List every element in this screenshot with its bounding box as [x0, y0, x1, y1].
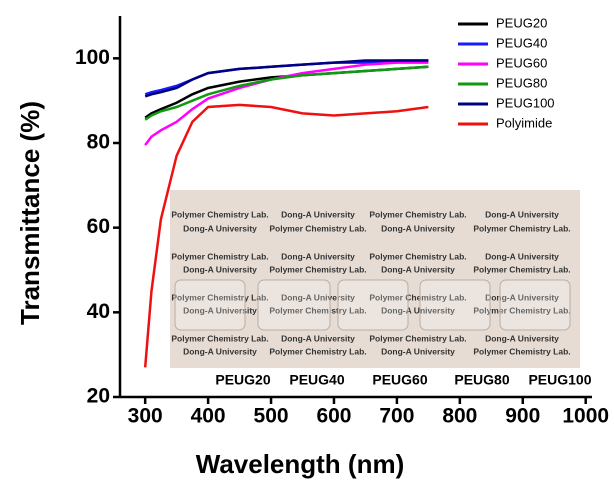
photo-text: Polymer Chemistry Lab.: [473, 346, 570, 356]
photo-text: Dong-A University: [485, 292, 559, 302]
x-tick-label: 700: [379, 405, 414, 428]
legend-label: Polyimide: [496, 115, 552, 130]
series-line: [143, 103, 429, 368]
photo-text: Polymer Chemistry Lab.: [369, 209, 466, 219]
film-label: PEUG20: [215, 372, 270, 388]
film-label: PEUG40: [289, 372, 344, 388]
photo-text: Polymer Chemistry Lab.: [369, 333, 466, 343]
photo-text: Polymer Chemistry Lab.: [269, 346, 366, 356]
film: [174, 279, 246, 331]
y-tick-label: 60: [87, 215, 110, 238]
x-tick-label: 1000: [562, 405, 609, 428]
legend-label: PEUG80: [496, 75, 547, 90]
photo-text: Polymer Chemistry Lab.: [473, 223, 570, 233]
photo-text: Polymer Chemistry Lab.: [269, 305, 366, 315]
film-label: PEUG60: [372, 372, 427, 388]
film: [337, 279, 409, 331]
film: [419, 279, 491, 331]
inset-photo: [170, 190, 580, 368]
x-tick-label: 800: [442, 405, 477, 428]
y-tick-label: 100: [75, 46, 110, 69]
legend-label: PEUG60: [496, 55, 547, 70]
photo-text: Dong-A University: [281, 292, 355, 302]
x-tick-label: 400: [191, 405, 226, 428]
legend-label: PEUG40: [496, 35, 547, 50]
photo-text: Polymer Chemistry Lab.: [269, 264, 366, 274]
film-label: PEUG80: [454, 372, 509, 388]
photo-text: Dong-A University: [183, 223, 257, 233]
photo-text: Polymer Chemistry Lab.: [369, 292, 466, 302]
y-tick-label: 80: [87, 131, 110, 154]
legend-label: PEUG20: [496, 15, 547, 30]
x-tick-label: 500: [254, 405, 289, 428]
photo-text: Dong-A University: [281, 251, 355, 261]
photo-text: Polymer Chemistry Lab.: [171, 251, 268, 261]
photo-text: Dong-A University: [281, 333, 355, 343]
series-line: [144, 59, 429, 98]
photo-text: Polymer Chemistry Lab.: [269, 223, 366, 233]
photo-text: Dong-A University: [281, 209, 355, 219]
x-tick-label: 900: [505, 405, 540, 428]
y-tick-label: 20: [87, 385, 110, 408]
x-axis-title: Wavelength (nm): [196, 449, 404, 479]
x-tick-label: 600: [316, 405, 351, 428]
photo-text: Dong-A University: [381, 223, 455, 233]
film-label: PEUG100: [528, 372, 591, 388]
film: [257, 279, 331, 331]
photo-text: Dong-A University: [183, 305, 257, 315]
film: [499, 279, 571, 331]
photo-text: Dong-A University: [381, 305, 455, 315]
y-tick-label: 40: [87, 300, 110, 323]
photo-text: Polymer Chemistry Lab.: [369, 251, 466, 261]
photo-text: Dong-A University: [381, 346, 455, 356]
photo-text: Dong-A University: [183, 346, 257, 356]
photo-text: Polymer Chemistry Lab.: [171, 209, 268, 219]
photo-text: Polymer Chemistry Lab.: [171, 333, 268, 343]
photo-text: Dong-A University: [183, 264, 257, 274]
photo-text: Polymer Chemistry Lab.: [473, 264, 570, 274]
photo-text: Dong-A University: [485, 251, 559, 261]
photo-text: Dong-A University: [485, 209, 559, 219]
photo-text: Polymer Chemistry Lab.: [473, 305, 570, 315]
legend-label: PEUG100: [496, 95, 555, 110]
series-line: [144, 61, 429, 146]
x-tick-label: 300: [128, 405, 163, 428]
series-line: [144, 65, 429, 121]
photo-text: Dong-A University: [485, 333, 559, 343]
photo-text: Polymer Chemistry Lab.: [171, 292, 268, 302]
photo-text: Dong-A University: [381, 264, 455, 274]
y-axis-title: Transmittance (%): [15, 101, 45, 325]
